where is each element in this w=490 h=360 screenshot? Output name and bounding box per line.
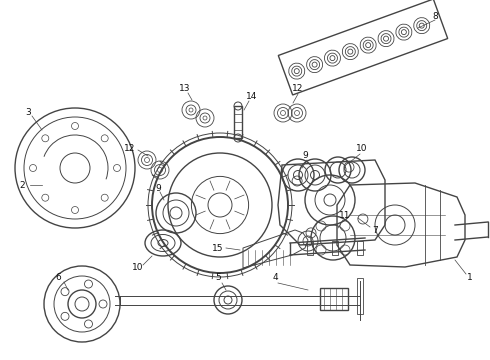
Text: 13: 13 <box>179 84 191 93</box>
Bar <box>234 106 242 138</box>
Text: 2: 2 <box>19 180 25 189</box>
Text: 6: 6 <box>55 274 61 283</box>
Bar <box>307 241 313 255</box>
Text: 15: 15 <box>212 243 224 252</box>
Text: 4: 4 <box>272 274 278 283</box>
Text: 14: 14 <box>246 91 258 100</box>
Bar <box>320 288 348 310</box>
Text: 10: 10 <box>356 144 368 153</box>
Text: 3: 3 <box>25 108 31 117</box>
Bar <box>332 241 338 255</box>
Text: 1: 1 <box>467 274 473 283</box>
Text: 9: 9 <box>155 184 161 193</box>
Text: 12: 12 <box>124 144 136 153</box>
Bar <box>357 241 363 255</box>
Text: 5: 5 <box>215 274 221 283</box>
Text: 12: 12 <box>293 84 304 93</box>
Text: 11: 11 <box>339 211 351 220</box>
Text: 10: 10 <box>132 264 144 273</box>
Text: 8: 8 <box>432 12 438 21</box>
Text: 9: 9 <box>302 150 308 159</box>
Bar <box>357 278 363 314</box>
Bar <box>278 0 448 95</box>
Text: 7: 7 <box>372 225 378 234</box>
